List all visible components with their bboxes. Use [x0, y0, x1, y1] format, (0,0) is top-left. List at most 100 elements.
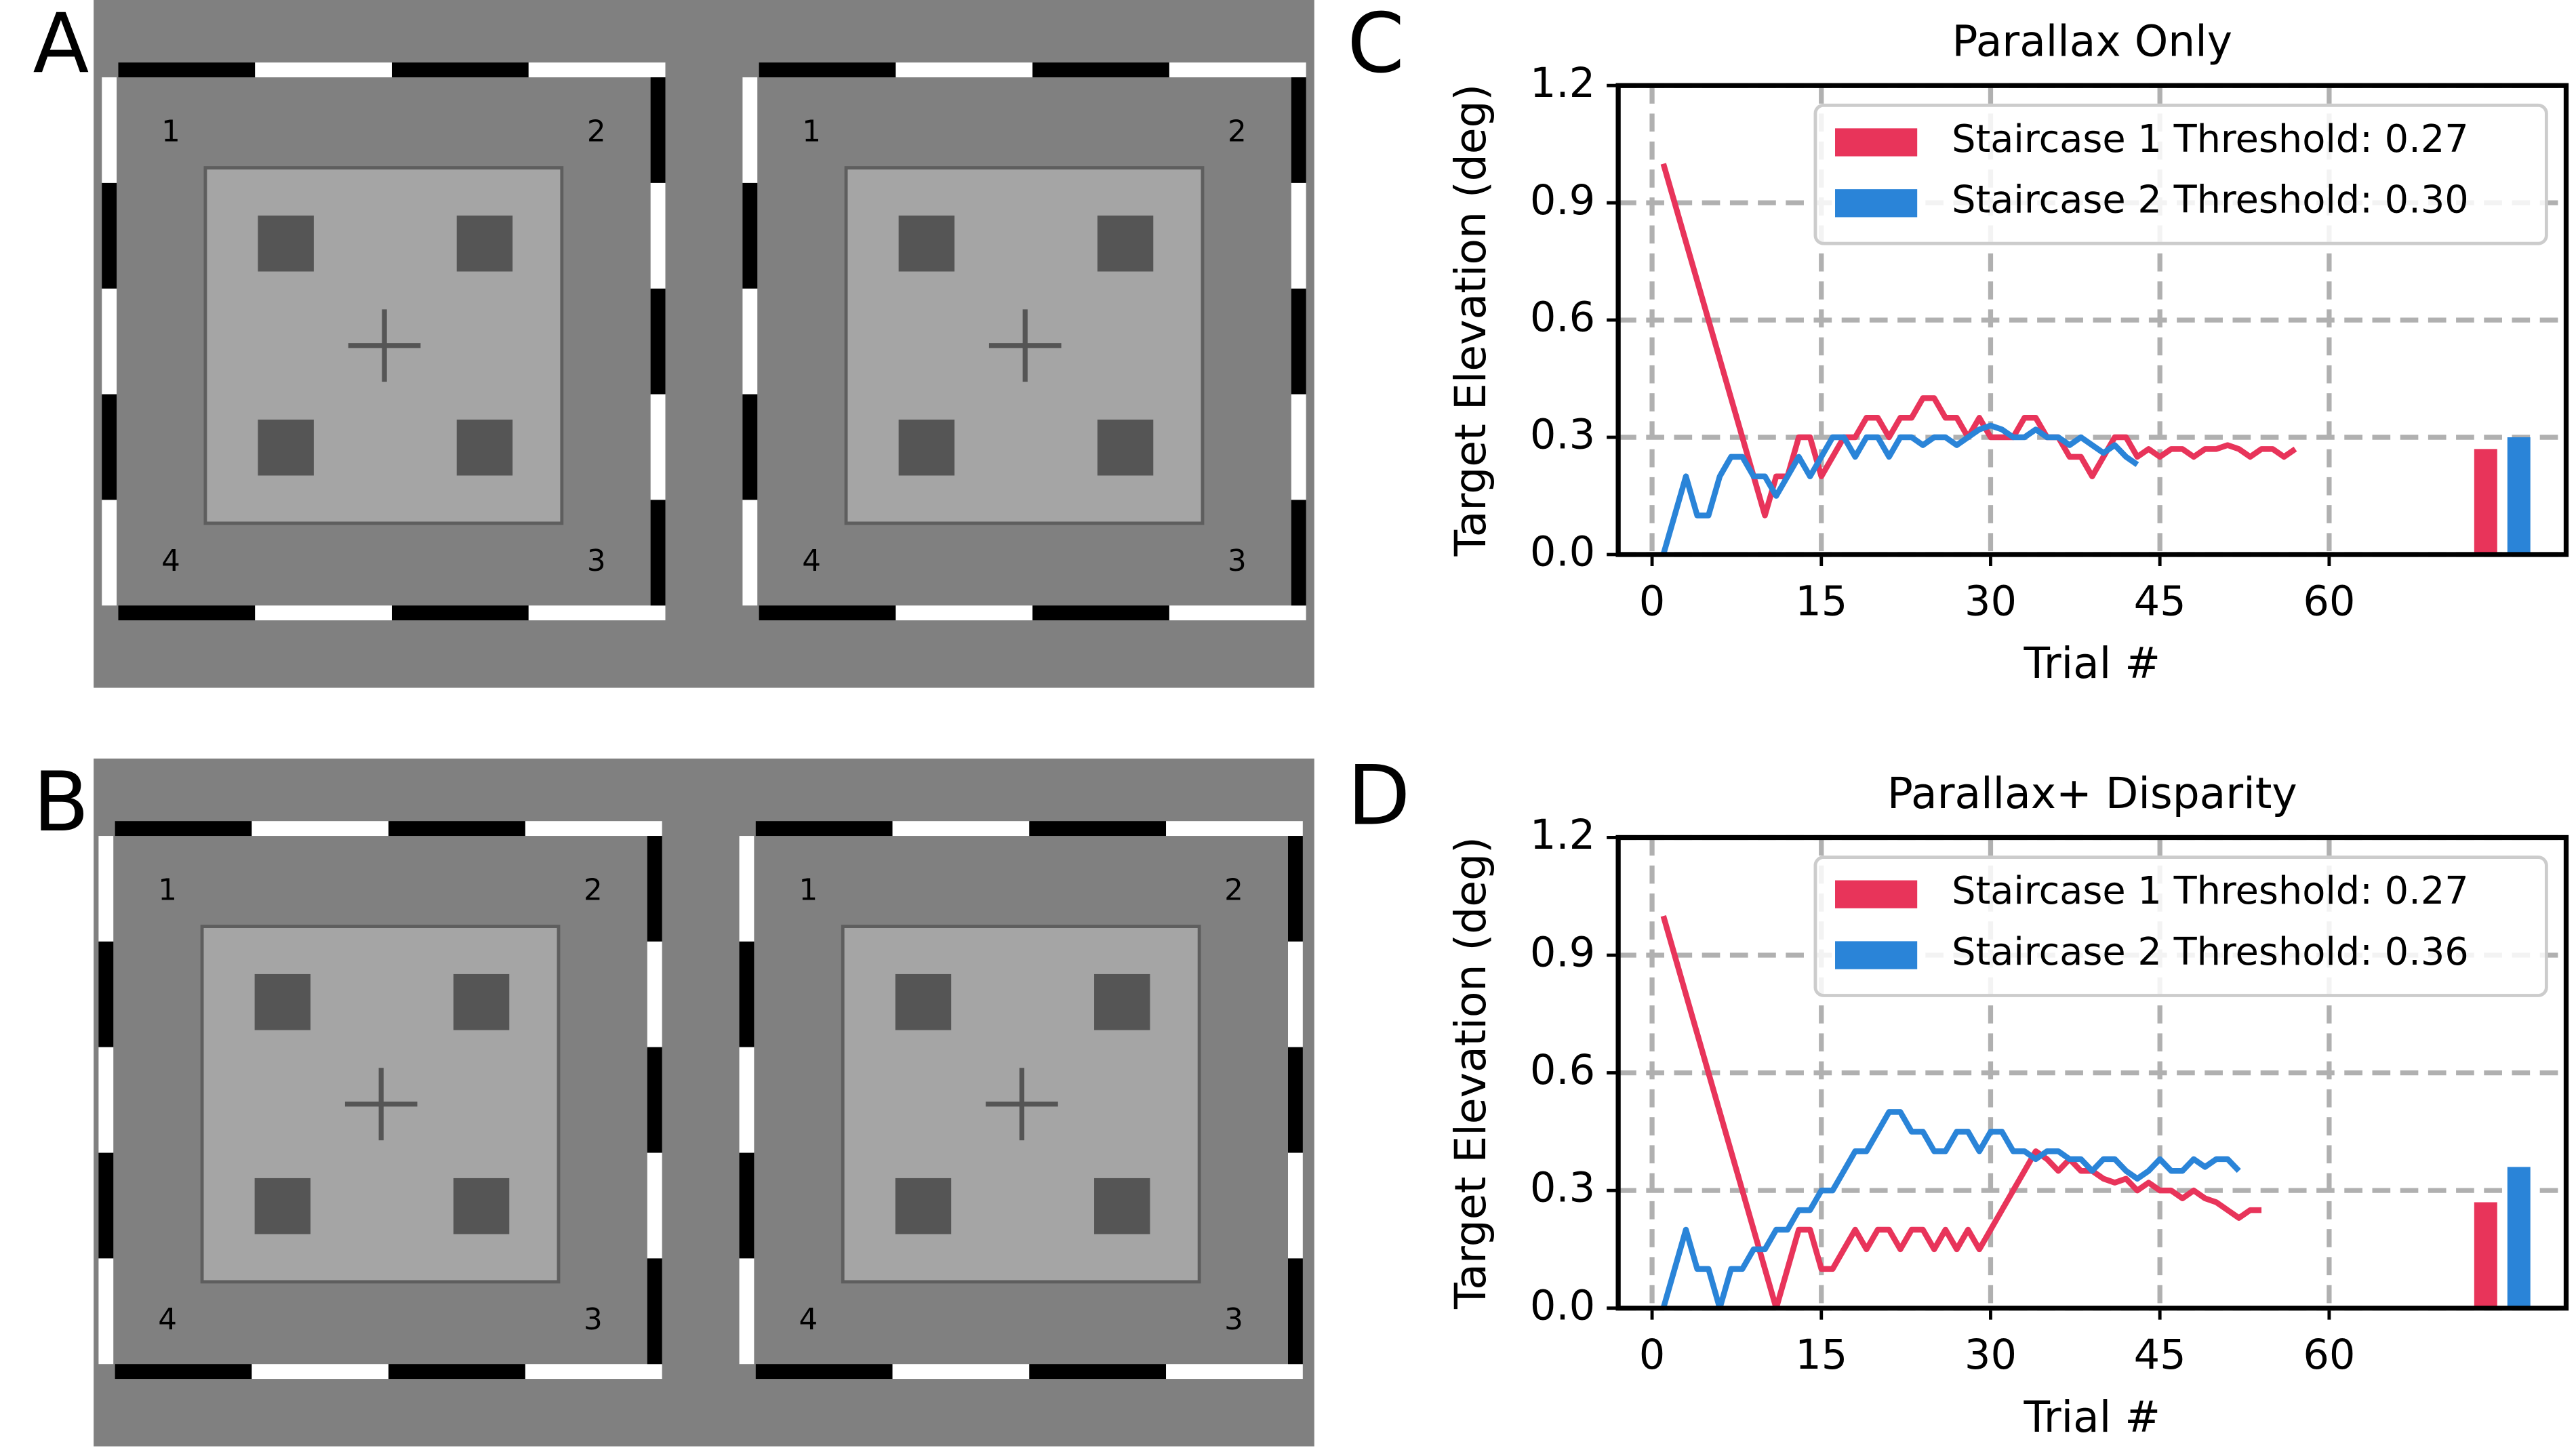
dot-square — [258, 419, 314, 476]
border-segment — [528, 62, 666, 78]
dot-square — [1097, 419, 1154, 476]
stimulus: 1 2 3 4 — [102, 62, 666, 621]
border-segment — [102, 394, 117, 500]
border-segment — [118, 62, 256, 78]
x-tick-label: 60 — [2303, 1331, 2355, 1379]
y-tick-label: 0.9 — [1530, 177, 1595, 224]
border-segment — [391, 62, 529, 78]
corner-number: 1 — [158, 873, 177, 908]
dot-square — [895, 973, 952, 1030]
border-segment — [1291, 182, 1306, 289]
corner-number: 1 — [799, 873, 818, 908]
border-segment — [739, 836, 754, 942]
x-tick-label: 45 — [2134, 1331, 2186, 1379]
x-axis-label: Trial # — [2024, 1392, 2161, 1442]
y-tick-label: 0.3 — [1530, 1165, 1595, 1212]
border-segment — [98, 836, 114, 942]
x-tick-label: 15 — [1795, 578, 1847, 625]
border-segment — [1029, 821, 1167, 837]
fixation-cross — [986, 1068, 1058, 1141]
border-segment — [1288, 941, 1303, 1047]
border-segment — [650, 500, 666, 606]
border-segment — [102, 77, 117, 183]
legend-label: Staircase 1 Threshold: 0.27 — [1952, 117, 2469, 161]
fixation-cross — [988, 309, 1062, 382]
dot-square — [258, 215, 314, 272]
border-segment — [1169, 605, 1306, 621]
corner-number: 1 — [802, 115, 821, 149]
border-segment — [742, 182, 758, 289]
border-segment — [1032, 62, 1169, 78]
y-tick-label: 0.0 — [1530, 1282, 1595, 1329]
border-segment — [102, 182, 117, 289]
border-segment — [528, 605, 666, 621]
dot-square — [1094, 1178, 1150, 1234]
border-segment — [388, 1364, 525, 1380]
border-segment — [98, 941, 114, 1047]
border-segment — [1029, 1364, 1167, 1380]
border-segment — [895, 605, 1033, 621]
corner-number: 3 — [587, 544, 606, 578]
threshold-bar — [2507, 1167, 2531, 1308]
border-segment — [102, 500, 117, 606]
corner-number: 2 — [584, 873, 603, 908]
fixation-cross — [348, 309, 421, 382]
chart-title: Parallax+ Disparity — [1887, 768, 2297, 818]
threshold-bar — [2474, 1202, 2497, 1308]
series-line — [1660, 163, 2297, 519]
border-segment — [647, 1047, 662, 1153]
plot-frame — [1615, 834, 2569, 1311]
border-segment — [255, 605, 392, 621]
border-segment — [739, 1152, 754, 1259]
border-segment — [1288, 1152, 1303, 1259]
border-segment — [1291, 500, 1306, 606]
chart-title: Parallax Only — [1952, 16, 2232, 66]
plot-frame — [1615, 83, 2569, 557]
corner-number: 4 — [158, 1302, 177, 1337]
border-segment — [391, 605, 529, 621]
legend-swatch — [1835, 941, 1918, 969]
y-tick-label: 1.2 — [1530, 811, 1595, 859]
border-segment — [892, 1364, 1030, 1380]
dot-square — [453, 1178, 510, 1234]
border-segment — [647, 836, 662, 942]
x-tick-label: 60 — [2303, 578, 2355, 625]
corner-number: 2 — [1224, 873, 1243, 908]
border-segment — [1288, 836, 1303, 942]
y-tick-label: 0.6 — [1530, 1047, 1595, 1094]
dot-square — [254, 973, 311, 1030]
dot-square — [898, 419, 955, 476]
border-segment — [115, 1364, 252, 1380]
border-segment — [739, 941, 754, 1047]
border-segment — [739, 1258, 754, 1365]
stimulus: 1 2 3 4 — [739, 821, 1303, 1380]
border-segment — [1169, 62, 1306, 78]
border-segment — [650, 394, 666, 500]
border-segment — [759, 62, 896, 78]
border-segment — [102, 288, 117, 395]
legend-box — [1813, 103, 2548, 245]
dot-square — [898, 215, 955, 272]
border-segment — [251, 821, 389, 837]
dot-square — [456, 419, 513, 476]
border-segment — [650, 77, 666, 183]
border-segment — [1291, 394, 1306, 500]
dot-square — [1097, 215, 1154, 272]
x-tick-label: 15 — [1795, 1331, 1847, 1379]
border-segment — [525, 821, 662, 837]
corner-number: 4 — [802, 544, 821, 578]
series-line — [1660, 422, 2139, 555]
border-segment — [118, 605, 256, 621]
y-tick-label: 0.0 — [1530, 529, 1595, 576]
border-segment — [98, 1047, 114, 1153]
corner-number: 4 — [161, 544, 180, 578]
y-tick-label: 1.2 — [1530, 60, 1595, 107]
dot-square — [895, 1178, 952, 1234]
corner-number: 3 — [584, 1302, 603, 1337]
border-segment — [255, 62, 392, 78]
dot-square — [1094, 973, 1150, 1030]
corner-number: 4 — [799, 1302, 818, 1337]
border-segment — [647, 1152, 662, 1259]
